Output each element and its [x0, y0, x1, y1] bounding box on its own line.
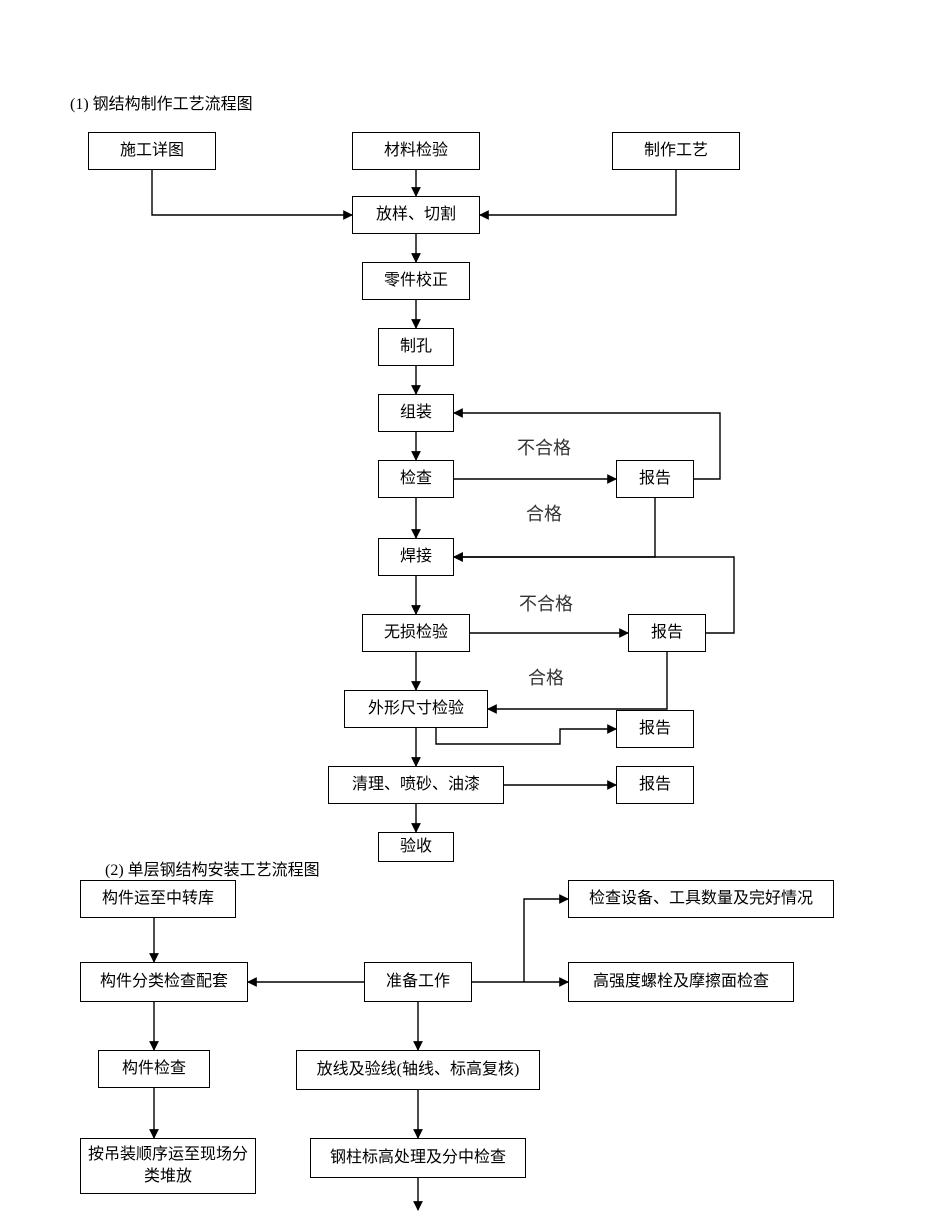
- edge-layer: [0, 0, 945, 1223]
- node-component-check: 构件检查: [98, 1050, 210, 1088]
- edge: [488, 652, 667, 709]
- node-report-4: 报告: [616, 766, 694, 804]
- node-hoisting-sequence: 按吊装顺序运至现场分类堆放: [80, 1138, 256, 1194]
- label-pass-2: 合格: [516, 664, 576, 688]
- node-transfer-warehouse: 构件运至中转库: [80, 880, 236, 918]
- node-drilling: 制孔: [378, 328, 454, 366]
- node-bolt-friction-check: 高强度螺栓及摩擦面检查: [568, 962, 794, 1002]
- node-dimension-inspection: 外形尺寸检验: [344, 690, 488, 728]
- heading-1: (1) 钢结构制作工艺流程图: [70, 90, 330, 114]
- node-setout-verify: 放线及验线(轴线、标高复核): [296, 1050, 540, 1090]
- edge: [480, 170, 676, 215]
- node-welding: 焊接: [378, 538, 454, 576]
- node-assembly: 组装: [378, 394, 454, 432]
- label-pass-1: 合格: [514, 500, 574, 524]
- node-acceptance: 验收: [378, 832, 454, 862]
- node-fabrication-process: 制作工艺: [612, 132, 740, 170]
- heading-2: (2) 单层钢结构安装工艺流程图: [105, 856, 385, 880]
- node-construction-drawing: 施工详图: [88, 132, 216, 170]
- edge: [152, 170, 352, 215]
- node-equipment-check: 检查设备、工具数量及完好情况: [568, 880, 834, 918]
- node-ndt: 无损检验: [362, 614, 470, 652]
- node-cleaning-painting: 清理、喷砂、油漆: [328, 766, 504, 804]
- node-column-elevation: 钢柱标高处理及分中检查: [310, 1138, 526, 1178]
- node-report-2: 报告: [628, 614, 706, 652]
- flowchart-page: (1) 钢结构制作工艺流程图 (2) 单层钢结构安装工艺流程图 施工详图 材料检…: [0, 0, 945, 1223]
- node-preparation: 准备工作: [364, 962, 472, 1002]
- edge: [436, 728, 616, 744]
- node-material-inspection: 材料检验: [352, 132, 480, 170]
- node-check: 检查: [378, 460, 454, 498]
- node-report-3: 报告: [616, 710, 694, 748]
- edge: [524, 899, 568, 982]
- node-classify-inspect: 构件分类检查配套: [80, 962, 248, 1002]
- label-fail-2: 不合格: [506, 590, 586, 614]
- node-part-correction: 零件校正: [362, 262, 470, 300]
- node-report-1: 报告: [616, 460, 694, 498]
- node-lofting-cutting: 放样、切割: [352, 196, 480, 234]
- label-fail-1: 不合格: [504, 434, 584, 458]
